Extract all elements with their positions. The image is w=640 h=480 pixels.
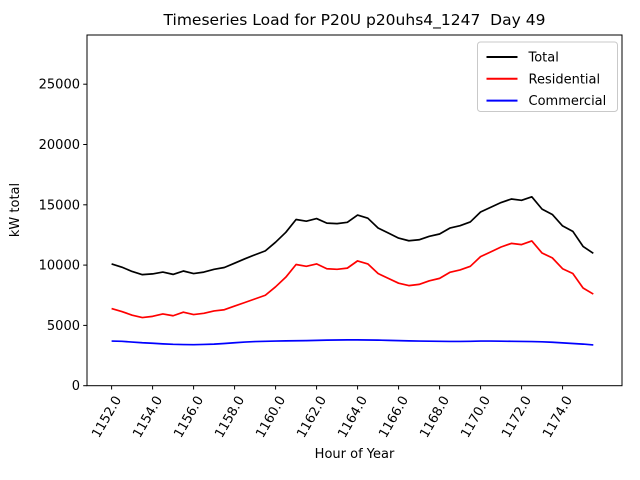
plot-border xyxy=(86,34,623,387)
x-tick-label: 1156.0 xyxy=(171,394,207,441)
x-tick-label: 1174.0 xyxy=(540,394,576,441)
series-line-commercial xyxy=(111,339,594,346)
y-tick-label: 0 xyxy=(72,379,80,394)
y-tick-label: 20000 xyxy=(39,138,80,153)
series-line-residential xyxy=(111,240,594,319)
legend-label-commercial: Commercial xyxy=(529,94,607,109)
x-axis-label: Hour of Year xyxy=(315,447,395,462)
y-tick-label: 5000 xyxy=(47,319,80,334)
x-tick-label: 1154.0 xyxy=(130,394,166,441)
chart-title: Timeseries Load for P20U p20uhs4_1247 Da… xyxy=(163,11,546,30)
x-tick-label: 1166.0 xyxy=(376,394,412,441)
x-tick-label: 1160.0 xyxy=(253,394,289,441)
series-line-total xyxy=(111,195,594,276)
x-tick-label: 1168.0 xyxy=(417,394,453,441)
y-tick-label: 10000 xyxy=(39,259,80,274)
x-tick-label: 1152.0 xyxy=(89,394,125,441)
x-tick-label: 1158.0 xyxy=(212,394,248,441)
legend-box xyxy=(477,41,618,112)
legend-label-total: Total xyxy=(528,51,559,66)
legend-label-residential: Residential xyxy=(529,72,601,87)
x-tick-label: 1164.0 xyxy=(335,394,371,441)
y-axis-label: kW total xyxy=(8,183,23,237)
y-tick-label: 15000 xyxy=(39,198,80,213)
x-tick-label: 1172.0 xyxy=(499,394,535,441)
y-tick-label: 25000 xyxy=(39,78,80,93)
x-tick-label: 1162.0 xyxy=(294,394,330,441)
x-tick-label: 1170.0 xyxy=(458,394,494,441)
